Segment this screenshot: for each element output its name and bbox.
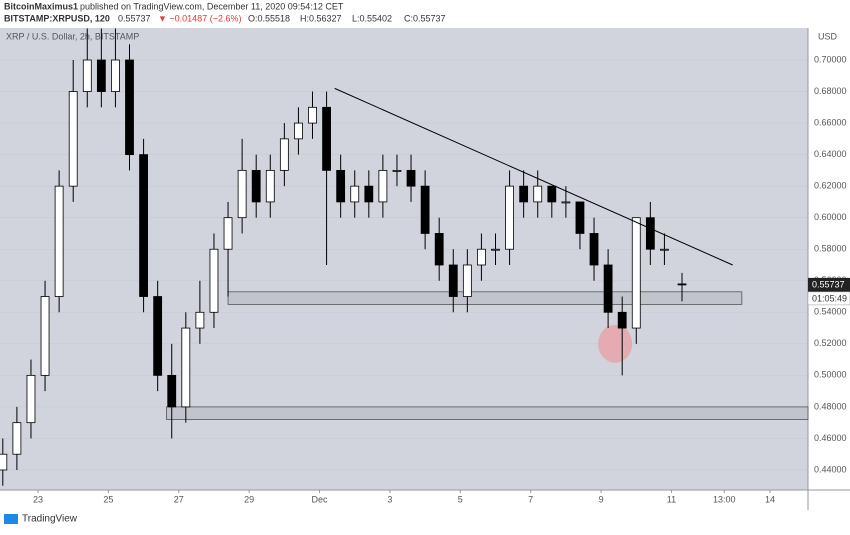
candle-body <box>167 374 177 408</box>
candle-body <box>378 169 388 203</box>
y-tick-label: 0.46000 <box>814 433 847 443</box>
open: O:0.55518 <box>248 13 290 23</box>
candle-body <box>392 169 402 172</box>
x-tick-label: 13:00 <box>713 494 736 504</box>
candle-body <box>336 169 346 203</box>
support-zone <box>227 291 743 305</box>
candle-body <box>12 422 22 455</box>
candle-body <box>0 453 8 471</box>
candle-body <box>139 154 148 297</box>
y-axis-label: USD <box>818 31 838 41</box>
candle-body <box>677 283 687 286</box>
candle-body <box>660 248 669 251</box>
candle-body <box>265 169 275 203</box>
x-tick-label: 5 <box>458 494 463 504</box>
candle-body <box>491 248 500 251</box>
y-tick-label: 0.60000 <box>814 212 847 222</box>
countdown: 01:05:49 <box>812 293 847 303</box>
change: ▼ −0.01487 (−2.6%) <box>158 13 241 23</box>
y-tick-label: 0.66000 <box>814 117 847 127</box>
candle-body <box>153 296 163 376</box>
y-tick-label: 0.68000 <box>814 86 847 96</box>
symbol: BITSTAMP:XRPUSD, 120 <box>4 13 110 23</box>
candle-body <box>237 169 247 219</box>
candle-body <box>54 185 64 297</box>
candle-body <box>589 233 599 266</box>
author: BitcoinMaximus1 <box>4 1 78 11</box>
brand: TradingView <box>22 514 78 525</box>
y-tick-label: 0.52000 <box>814 338 847 348</box>
x-tick-label: 7 <box>528 494 533 504</box>
candle-body <box>279 138 289 171</box>
published: published on TradingView.com, December 1… <box>80 1 344 11</box>
candle-body <box>251 169 261 203</box>
candle-body <box>26 374 36 424</box>
candle-body <box>617 311 627 329</box>
x-tick-label: 25 <box>103 494 113 504</box>
candle-body <box>448 264 458 297</box>
candle-body <box>195 311 205 329</box>
candle-body <box>561 201 571 204</box>
last-price-label: 0.55737 <box>812 279 845 289</box>
plot-area <box>0 28 808 490</box>
last-price-tag <box>808 277 850 292</box>
candle-body <box>308 106 317 124</box>
x-tick-label: 14 <box>765 494 775 504</box>
candle-body <box>364 185 374 203</box>
trendline <box>334 87 733 266</box>
x-tick-label: 11 <box>667 494 676 504</box>
candle-body <box>406 169 416 187</box>
candle-body <box>294 122 303 140</box>
y-tick-label: 0.48000 <box>814 401 847 411</box>
candle-body <box>223 217 233 250</box>
candle-body <box>82 59 92 92</box>
candle-body <box>181 327 191 408</box>
x-tick-label: 29 <box>244 494 254 504</box>
candle-body <box>603 264 613 313</box>
candle-body <box>462 264 472 297</box>
candle-body <box>350 185 360 203</box>
candle-body <box>40 296 50 376</box>
y-tick-label: 0.70000 <box>814 54 847 64</box>
highlight <box>598 324 633 363</box>
candle-body <box>631 217 641 329</box>
candle-body <box>533 185 543 203</box>
support-zone <box>166 406 809 420</box>
last: 0.55737 <box>118 13 151 23</box>
candle-body <box>505 185 514 250</box>
candle-body <box>434 233 444 266</box>
candle-body <box>519 185 529 203</box>
x-tick-label: 27 <box>174 494 184 504</box>
x-tick-label: Dec <box>312 494 329 504</box>
candle-body <box>96 59 106 92</box>
high: H:0.56327 <box>300 13 342 23</box>
y-tick-label: 0.64000 <box>814 149 847 159</box>
y-tick-label: 0.62000 <box>814 181 847 191</box>
candle-body <box>322 106 331 171</box>
y-tick-label: 0.50000 <box>814 370 847 380</box>
low: L:0.55402 <box>352 13 392 23</box>
candle-body <box>547 185 557 203</box>
candle-body <box>125 59 134 156</box>
candle-body <box>420 185 430 234</box>
x-tick-label: 3 <box>387 494 392 504</box>
candle-body <box>645 217 655 250</box>
close: C:0.55737 <box>404 13 446 23</box>
candle-body <box>209 248 219 313</box>
x-tick-label: 23 <box>33 494 43 504</box>
candle-body <box>575 201 585 234</box>
candle-body <box>477 248 486 266</box>
y-tick-label: 0.58000 <box>814 244 847 254</box>
x-tick-label: 9 <box>599 494 604 504</box>
y-tick-label: 0.44000 <box>814 464 847 474</box>
countdown-tag <box>807 291 850 306</box>
chart-title: XRP / U.S. Dollar, 2h, BITSTAMP <box>6 31 139 41</box>
y-tick-label: 0.54000 <box>814 307 847 317</box>
logo <box>4 514 18 524</box>
candle-body <box>68 91 78 187</box>
candle-body <box>111 59 120 92</box>
